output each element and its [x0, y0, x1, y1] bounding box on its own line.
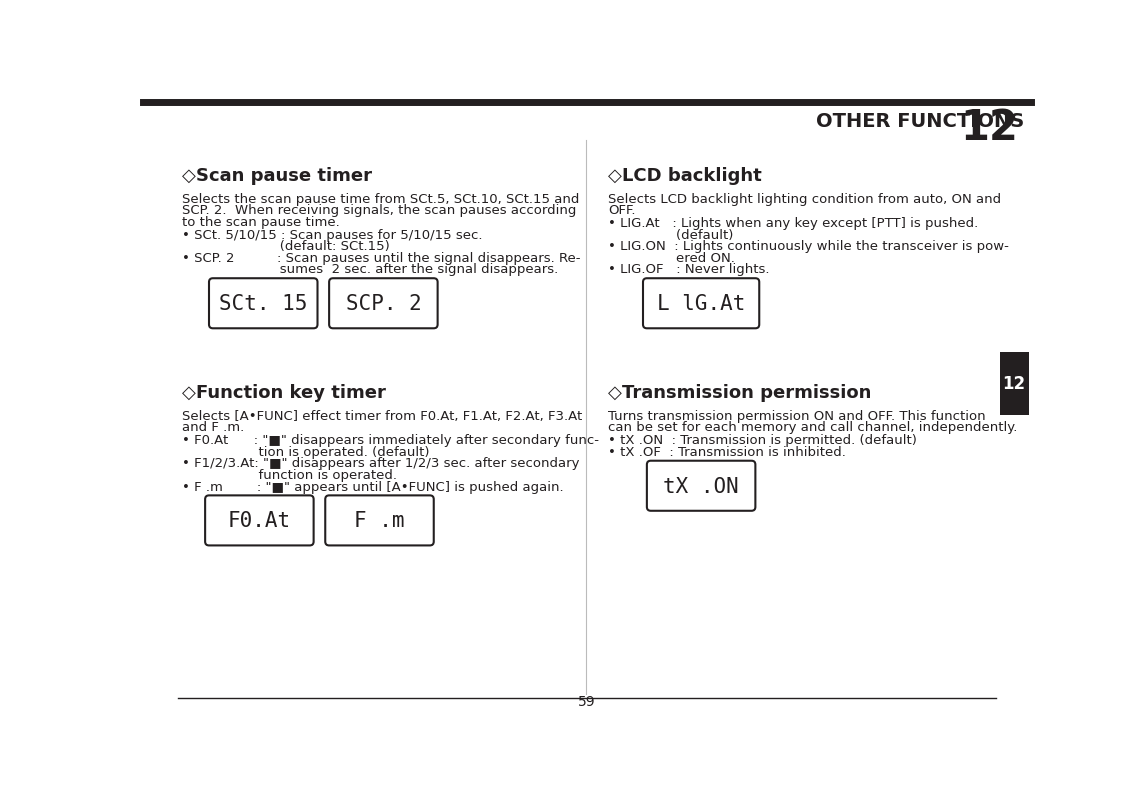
- Text: OTHER FUNCTIONS: OTHER FUNCTIONS: [816, 112, 1024, 131]
- Text: Function key timer: Function key timer: [196, 383, 386, 401]
- Text: tion is operated. (default): tion is operated. (default): [182, 445, 429, 459]
- FancyBboxPatch shape: [643, 279, 759, 329]
- Text: Turns transmission permission ON and OFF. This function: Turns transmission permission ON and OFF…: [608, 409, 986, 422]
- Text: sumes  2 sec. after the signal disappears.: sumes 2 sec. after the signal disappears…: [182, 263, 558, 276]
- Text: and F .m.: and F .m.: [182, 421, 244, 434]
- Text: tX .ON: tX .ON: [663, 476, 739, 496]
- Text: function is operated.: function is operated.: [182, 468, 397, 481]
- Text: • LIG.ON  : Lights continuously while the transceiver is pow-: • LIG.ON : Lights continuously while the…: [608, 240, 1009, 253]
- Text: • tX .OF  : Transmission is inhibited.: • tX .OF : Transmission is inhibited.: [608, 445, 846, 459]
- Text: SCt. 15: SCt. 15: [219, 294, 308, 314]
- FancyBboxPatch shape: [329, 279, 437, 329]
- Text: Selects the scan pause time from SCt.5, SCt.10, SCt.15 and: Selects the scan pause time from SCt.5, …: [182, 192, 579, 205]
- Text: 12: 12: [1003, 375, 1026, 393]
- Text: can be set for each memory and call channel, independently.: can be set for each memory and call chan…: [608, 421, 1018, 434]
- Text: • LIG.At   : Lights when any key except [PTT] is pushed.: • LIG.At : Lights when any key except [P…: [608, 217, 978, 230]
- FancyBboxPatch shape: [325, 496, 434, 545]
- Text: • LIG.OF   : Never lights.: • LIG.OF : Never lights.: [608, 263, 769, 276]
- Text: Selects LCD backlight lighting condition from auto, ON and: Selects LCD backlight lighting condition…: [608, 192, 1001, 205]
- Text: SCP. 2.  When receiving signals, the scan pauses according: SCP. 2. When receiving signals, the scan…: [182, 204, 576, 217]
- Text: ered ON.: ered ON.: [608, 252, 735, 265]
- Text: ◇: ◇: [608, 167, 622, 184]
- Text: • SCt. 5/10/15 : Scan pauses for 5/10/15 sec.: • SCt. 5/10/15 : Scan pauses for 5/10/15…: [182, 229, 482, 241]
- Text: Transmission permission: Transmission permission: [622, 383, 871, 401]
- Text: ◇: ◇: [182, 383, 196, 401]
- FancyBboxPatch shape: [210, 279, 317, 329]
- Text: F .m: F .m: [354, 511, 404, 531]
- FancyBboxPatch shape: [1000, 352, 1029, 415]
- Text: • F1/2/3.At: "■" disappears after 1/2/3 sec. after secondary: • F1/2/3.At: "■" disappears after 1/2/3 …: [182, 457, 579, 470]
- Text: • F0.At      : "■" disappears immediately after secondary func-: • F0.At : "■" disappears immediately aft…: [182, 434, 599, 447]
- Text: ◇: ◇: [182, 167, 196, 184]
- Text: (default: SCt.15): (default: SCt.15): [182, 240, 389, 253]
- Text: Selects [A•FUNC] effect timer from F0.At, F1.At, F2.At, F3.At: Selects [A•FUNC] effect timer from F0.At…: [182, 409, 582, 422]
- FancyBboxPatch shape: [647, 461, 756, 511]
- Text: LCD backlight: LCD backlight: [622, 167, 761, 184]
- Text: L lG.At: L lG.At: [657, 294, 745, 314]
- Text: to the scan pause time.: to the scan pause time.: [182, 216, 340, 229]
- Text: SCP. 2: SCP. 2: [346, 294, 421, 314]
- FancyBboxPatch shape: [205, 496, 314, 545]
- Text: ◇: ◇: [608, 383, 622, 401]
- Text: 12: 12: [961, 107, 1018, 148]
- Text: F0.At: F0.At: [228, 511, 291, 531]
- Text: • tX .ON  : Transmission is permitted. (default): • tX .ON : Transmission is permitted. (d…: [608, 434, 917, 447]
- Text: (default): (default): [608, 229, 734, 241]
- Text: • F .m        : "■" appears until [A•FUNC] is pushed again.: • F .m : "■" appears until [A•FUNC] is p…: [182, 480, 563, 493]
- Text: • SCP. 2          : Scan pauses until the signal disappears. Re-: • SCP. 2 : Scan pauses until the signal …: [182, 252, 581, 265]
- Text: OFF.: OFF.: [608, 204, 635, 217]
- Text: 59: 59: [577, 694, 595, 707]
- Text: Scan pause timer: Scan pause timer: [196, 167, 372, 184]
